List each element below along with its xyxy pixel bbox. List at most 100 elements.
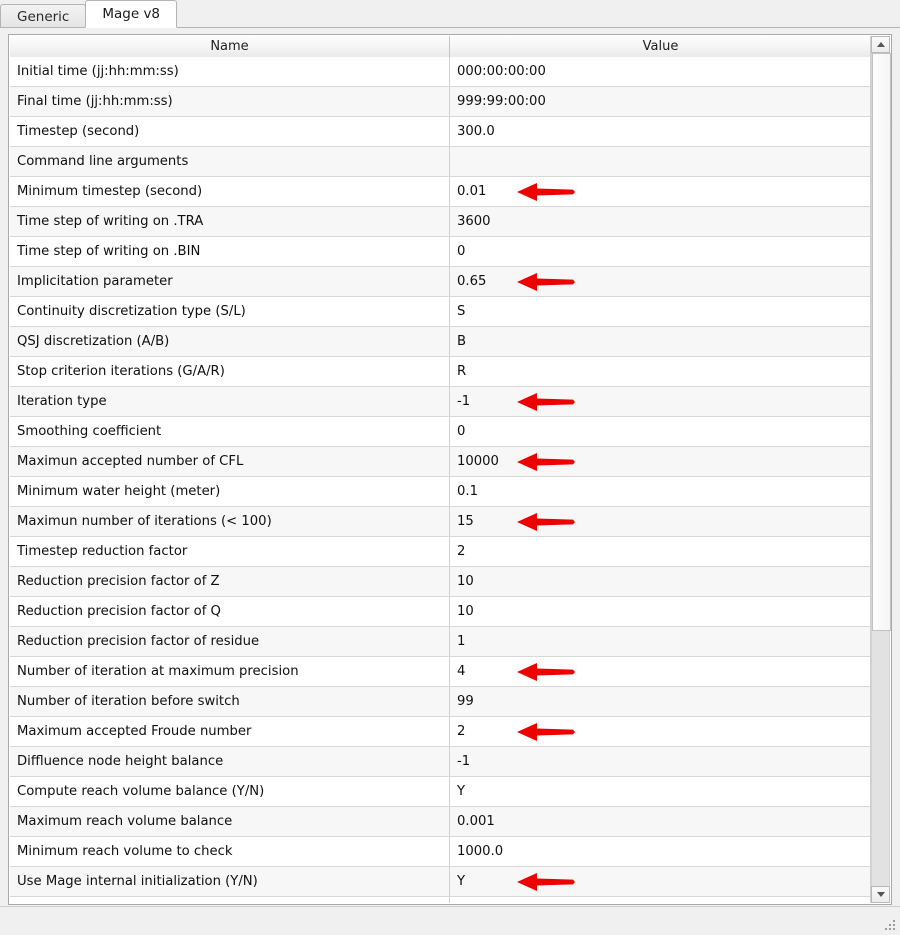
cell-parameter-name[interactable]: Smoothing coefficient [10,417,450,446]
cell-parameter-name[interactable]: Maximum accepted Froude number [10,717,450,746]
cell-parameter-name[interactable]: Initial time (jj:hh:mm:ss) [10,57,450,86]
table-row[interactable]: Timestep reduction factor 2 [10,537,872,567]
cell-parameter-name[interactable]: Maximun accepted number of CFL [10,447,450,476]
cell-parameter-name[interactable]: Time step of writing on .BIN [10,237,450,266]
cell-parameter-value[interactable]: 10 [450,567,871,596]
table-row[interactable]: Number of iteration at maximum precision… [10,657,872,687]
cell-parameter-value[interactable]: Y [450,777,871,806]
cell-parameter-name[interactable]: Minimum reach volume to check [10,837,450,866]
table-row[interactable]: Minimum reach volume to check 1000.0 [10,837,872,867]
cell-parameter-name[interactable]: Continuity discretization type (S/L) [10,297,450,326]
tab-generic[interactable]: Generic [0,4,87,28]
table-row[interactable]: Maximum reach volume balance 0.001 [10,807,872,837]
cell-parameter-name[interactable]: Number of iteration before switch [10,687,450,716]
cell-parameter-name[interactable]: Implicitation parameter [10,267,450,296]
cell-parameter-value[interactable]: 0 [450,417,871,446]
table-row[interactable]: QSJ discretization (A/B) B [10,327,872,357]
table-row[interactable]: Reduction precision factor of Q 10 [10,597,872,627]
cell-parameter-name[interactable]: Command line arguments [10,147,450,176]
cell-parameter-value[interactable]: 2 [450,717,871,746]
cell-parameter-value[interactable]: Y [450,867,871,896]
cell-parameter-value[interactable]: 4 [450,657,871,686]
cell-parameter-value[interactable]: 3600 [450,207,871,236]
cell-value-text: 0.01 [457,184,487,199]
cell-parameter-name[interactable]: Time step of writing on .TRA [10,207,450,236]
table-row[interactable]: Reduction precision factor of Z 10 [10,567,872,597]
cell-parameter-value[interactable]: 1000.0 [450,837,871,866]
table-row[interactable]: Initial time (jj:hh:mm:ss) 000:00:00:00 [10,57,872,87]
table-row[interactable]: Continuity discretization type (S/L) S [10,297,872,327]
cell-parameter-value[interactable]: 000:00:00:00 [450,57,871,86]
left-arrow-icon [517,452,575,471]
cell-parameter-name[interactable]: Compute reach volume balance (Y/N) [10,777,450,806]
table-row[interactable]: Smoothing coefficient 0 [10,417,872,447]
table-row[interactable]: Timestep (second) 300.0 [10,117,872,147]
cell-parameter-value[interactable]: 99 [450,687,871,716]
cell-parameter-value[interactable]: B [450,327,871,356]
table-row[interactable]: Implicitation parameter 0.65 [10,267,872,297]
scrollbar-up-button[interactable] [871,36,890,53]
table-row[interactable]: Minimum water height (meter) 0.1 [10,477,872,507]
cell-parameter-name[interactable]: Final time (jj:hh:mm:ss) [10,87,450,116]
table-row[interactable]: Command line arguments [10,147,872,177]
cell-parameter-name[interactable]: Reduction precision factor of Q [10,597,450,626]
cell-parameter-value[interactable]: -1 [450,747,871,776]
cell-parameter-value[interactable]: 0.001 [450,807,871,836]
cell-parameter-name[interactable]: Minimum timestep (second) [10,177,450,206]
table-row[interactable]: Final time (jj:hh:mm:ss) 999:99:00:00 [10,87,872,117]
cell-parameter-value[interactable]: 1 [450,627,871,656]
cell-parameter-value[interactable]: 999:99:00:00 [450,87,871,116]
cell-parameter-value[interactable] [450,147,871,176]
scrollbar-down-button[interactable] [871,886,890,903]
cell-parameter-value[interactable]: R [450,357,871,386]
table-row[interactable]: Maximun number of iterations (< 100) 15 [10,507,872,537]
cell-parameter-value[interactable]: 2 [450,537,871,566]
cell-parameter-value[interactable]: 0.01 [450,177,871,206]
cell-parameter-value[interactable]: 10 [450,597,871,626]
column-header-name[interactable]: Name [10,36,450,57]
table-row[interactable]: Use Mage internal initialization (Y/N) Y [10,867,872,897]
cell-parameter-name[interactable]: Reduction precision factor of Z [10,567,450,596]
table-row[interactable]: Reduction precision factor of residue 1 [10,627,872,657]
cell-parameter-value[interactable]: 0.1 [450,477,871,506]
cell-parameter-name[interactable]: Reduction precision factor of residue [10,627,450,656]
table-row[interactable]: Time step of writing on .TRA 3600 [10,207,872,237]
table-row[interactable] [10,897,872,903]
cell-parameter-value[interactable] [450,897,871,903]
cell-parameter-value[interactable]: S [450,297,871,326]
cell-parameter-name[interactable]: Maximun number of iterations (< 100) [10,507,450,536]
scrollbar-thumb[interactable] [872,53,891,631]
cell-parameter-name[interactable]: Stop criterion iterations (G/A/R) [10,357,450,386]
cell-parameter-value[interactable]: 10000 [450,447,871,476]
cell-parameter-name[interactable] [10,897,450,903]
cell-parameter-value[interactable]: 300.0 [450,117,871,146]
cell-parameter-value[interactable]: 0.65 [450,267,871,296]
vertical-scrollbar[interactable] [870,36,891,903]
tab-mage-v8[interactable]: Mage v8 [85,0,178,28]
table-row[interactable]: Maximum accepted Froude number 2 [10,717,872,747]
table-row[interactable]: Stop criterion iterations (G/A/R) R [10,357,872,387]
cell-parameter-name[interactable]: Minimum water height (meter) [10,477,450,506]
scrollbar-track[interactable] [871,53,891,886]
cell-parameter-name[interactable]: Iteration type [10,387,450,416]
table-row[interactable]: Iteration type -1 [10,387,872,417]
resize-grip-icon[interactable] [885,920,897,932]
cell-parameter-name[interactable]: Timestep (second) [10,117,450,146]
cell-parameter-name[interactable]: Timestep reduction factor [10,537,450,566]
cell-parameter-name[interactable]: Diffluence node height balance [10,747,450,776]
table-row[interactable]: Diffluence node height balance -1 [10,747,872,777]
cell-parameter-name[interactable]: QSJ discretization (A/B) [10,327,450,356]
grip-dot [885,928,887,930]
table-row[interactable]: Number of iteration before switch 99 [10,687,872,717]
column-header-value[interactable]: Value [450,36,871,57]
cell-parameter-value[interactable]: 15 [450,507,871,536]
table-row[interactable]: Minimum timestep (second) 0.01 [10,177,872,207]
table-row[interactable]: Maximun accepted number of CFL 10000 [10,447,872,477]
cell-parameter-name[interactable]: Number of iteration at maximum precision [10,657,450,686]
cell-parameter-name[interactable]: Maximum reach volume balance [10,807,450,836]
cell-parameter-value[interactable]: -1 [450,387,871,416]
cell-parameter-name[interactable]: Use Mage internal initialization (Y/N) [10,867,450,896]
table-row[interactable]: Time step of writing on .BIN 0 [10,237,872,267]
cell-parameter-value[interactable]: 0 [450,237,871,266]
table-row[interactable]: Compute reach volume balance (Y/N) Y [10,777,872,807]
